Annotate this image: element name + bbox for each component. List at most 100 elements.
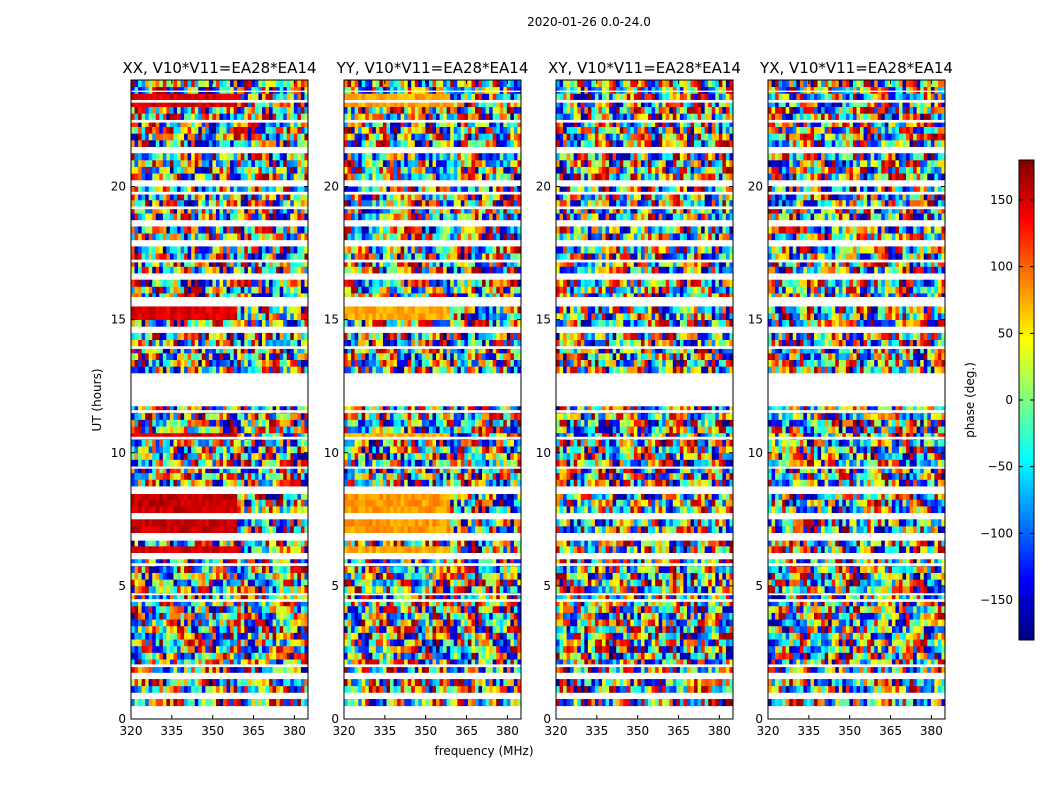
phase-cell <box>344 699 348 706</box>
phase-cell <box>351 546 355 553</box>
phase-cell <box>464 573 468 580</box>
phase-cell <box>202 153 206 160</box>
phase-cell <box>447 632 451 639</box>
phase-cell <box>170 566 174 573</box>
phase-cell <box>227 333 231 340</box>
phase-cell <box>301 213 305 220</box>
phase-cell <box>251 113 255 120</box>
phase-cell <box>198 546 202 553</box>
phase-cell <box>234 233 238 240</box>
phase-cell <box>386 526 390 533</box>
phase-cell <box>358 652 362 659</box>
phase-cell <box>131 419 135 426</box>
phase-cell <box>237 173 241 180</box>
phase-cell <box>181 340 185 347</box>
phase-cell <box>258 619 262 626</box>
phase-cell <box>138 426 142 433</box>
phase-cell <box>379 686 383 693</box>
phase-cell <box>273 506 277 513</box>
phase-cell <box>269 586 273 593</box>
phase-cell <box>294 173 298 180</box>
phase-cell <box>301 226 305 233</box>
phase-cell <box>262 613 266 620</box>
phase-cell <box>258 80 262 87</box>
phase-cell <box>429 606 433 613</box>
phase-cell <box>152 652 156 659</box>
phase-cell <box>273 213 277 220</box>
phase-cell <box>223 306 227 313</box>
phase-cell <box>216 93 220 100</box>
phase-cell <box>237 446 241 453</box>
phase-cell <box>255 360 259 367</box>
phase-cell <box>433 586 437 593</box>
phase-cell <box>297 679 301 686</box>
phase-cell <box>248 446 252 453</box>
phase-cell <box>493 699 497 706</box>
phase-cell <box>394 573 398 580</box>
phase-cell <box>297 639 301 646</box>
phase-cell <box>251 167 255 174</box>
phase-cell <box>266 499 270 506</box>
phase-cell <box>188 87 192 94</box>
phase-cell <box>166 426 170 433</box>
phase-cell <box>287 506 291 513</box>
phase-cell <box>297 280 301 287</box>
phase-cell <box>216 253 220 260</box>
phase-cell <box>212 566 216 573</box>
phase-cell <box>173 473 177 480</box>
phase-cell <box>156 619 160 626</box>
phase-cell <box>276 573 280 580</box>
phase-cell <box>429 566 433 573</box>
phase-cell <box>227 526 231 533</box>
phase-cell <box>205 360 209 367</box>
phase-cell <box>135 646 139 653</box>
phase-cell <box>258 113 262 120</box>
phase-cell <box>138 526 142 533</box>
phase-cell <box>496 606 500 613</box>
phase-cell <box>273 619 277 626</box>
phase-cell <box>358 526 362 533</box>
phase-cell <box>191 366 195 373</box>
phase-cell <box>145 226 149 233</box>
phase-cell <box>166 107 170 114</box>
phase-cell <box>237 167 241 174</box>
phase-cell <box>159 679 163 686</box>
phase-cell <box>429 639 433 646</box>
phase-cell <box>237 646 241 653</box>
phase-cell <box>142 546 146 553</box>
phase-cell <box>152 173 156 180</box>
phase-cell <box>379 699 383 706</box>
phase-cell <box>283 606 287 613</box>
phase-cell <box>280 360 284 367</box>
phase-cell <box>269 519 273 526</box>
phase-cell <box>266 519 270 526</box>
phase-cell <box>241 613 245 620</box>
phase-cell <box>209 280 213 287</box>
phase-cell <box>276 419 280 426</box>
phase-cell <box>173 546 177 553</box>
phase-cell <box>198 127 202 134</box>
phase-cell <box>294 200 298 207</box>
phase-cell <box>205 266 209 273</box>
phase-cell <box>184 80 188 87</box>
phase-cell <box>212 133 216 140</box>
phase-cell <box>297 546 301 553</box>
phase-cell <box>188 200 192 207</box>
phase-cell <box>294 286 298 293</box>
phase-cell <box>181 632 185 639</box>
phase-cell <box>355 606 359 613</box>
phase-cell <box>510 586 514 593</box>
phase-cell <box>159 107 163 114</box>
phase-cell <box>255 313 259 320</box>
phase-cell <box>163 619 167 626</box>
phase-cell <box>287 280 291 287</box>
phase-cell <box>390 586 394 593</box>
phase-cell <box>301 306 305 313</box>
phase-cell <box>294 579 298 586</box>
phase-cell <box>188 280 192 287</box>
phase-cell <box>142 566 146 573</box>
phase-cell <box>212 639 216 646</box>
phase-cell <box>273 253 277 260</box>
phase-cell <box>390 579 394 586</box>
flagged-gap <box>131 487 308 494</box>
